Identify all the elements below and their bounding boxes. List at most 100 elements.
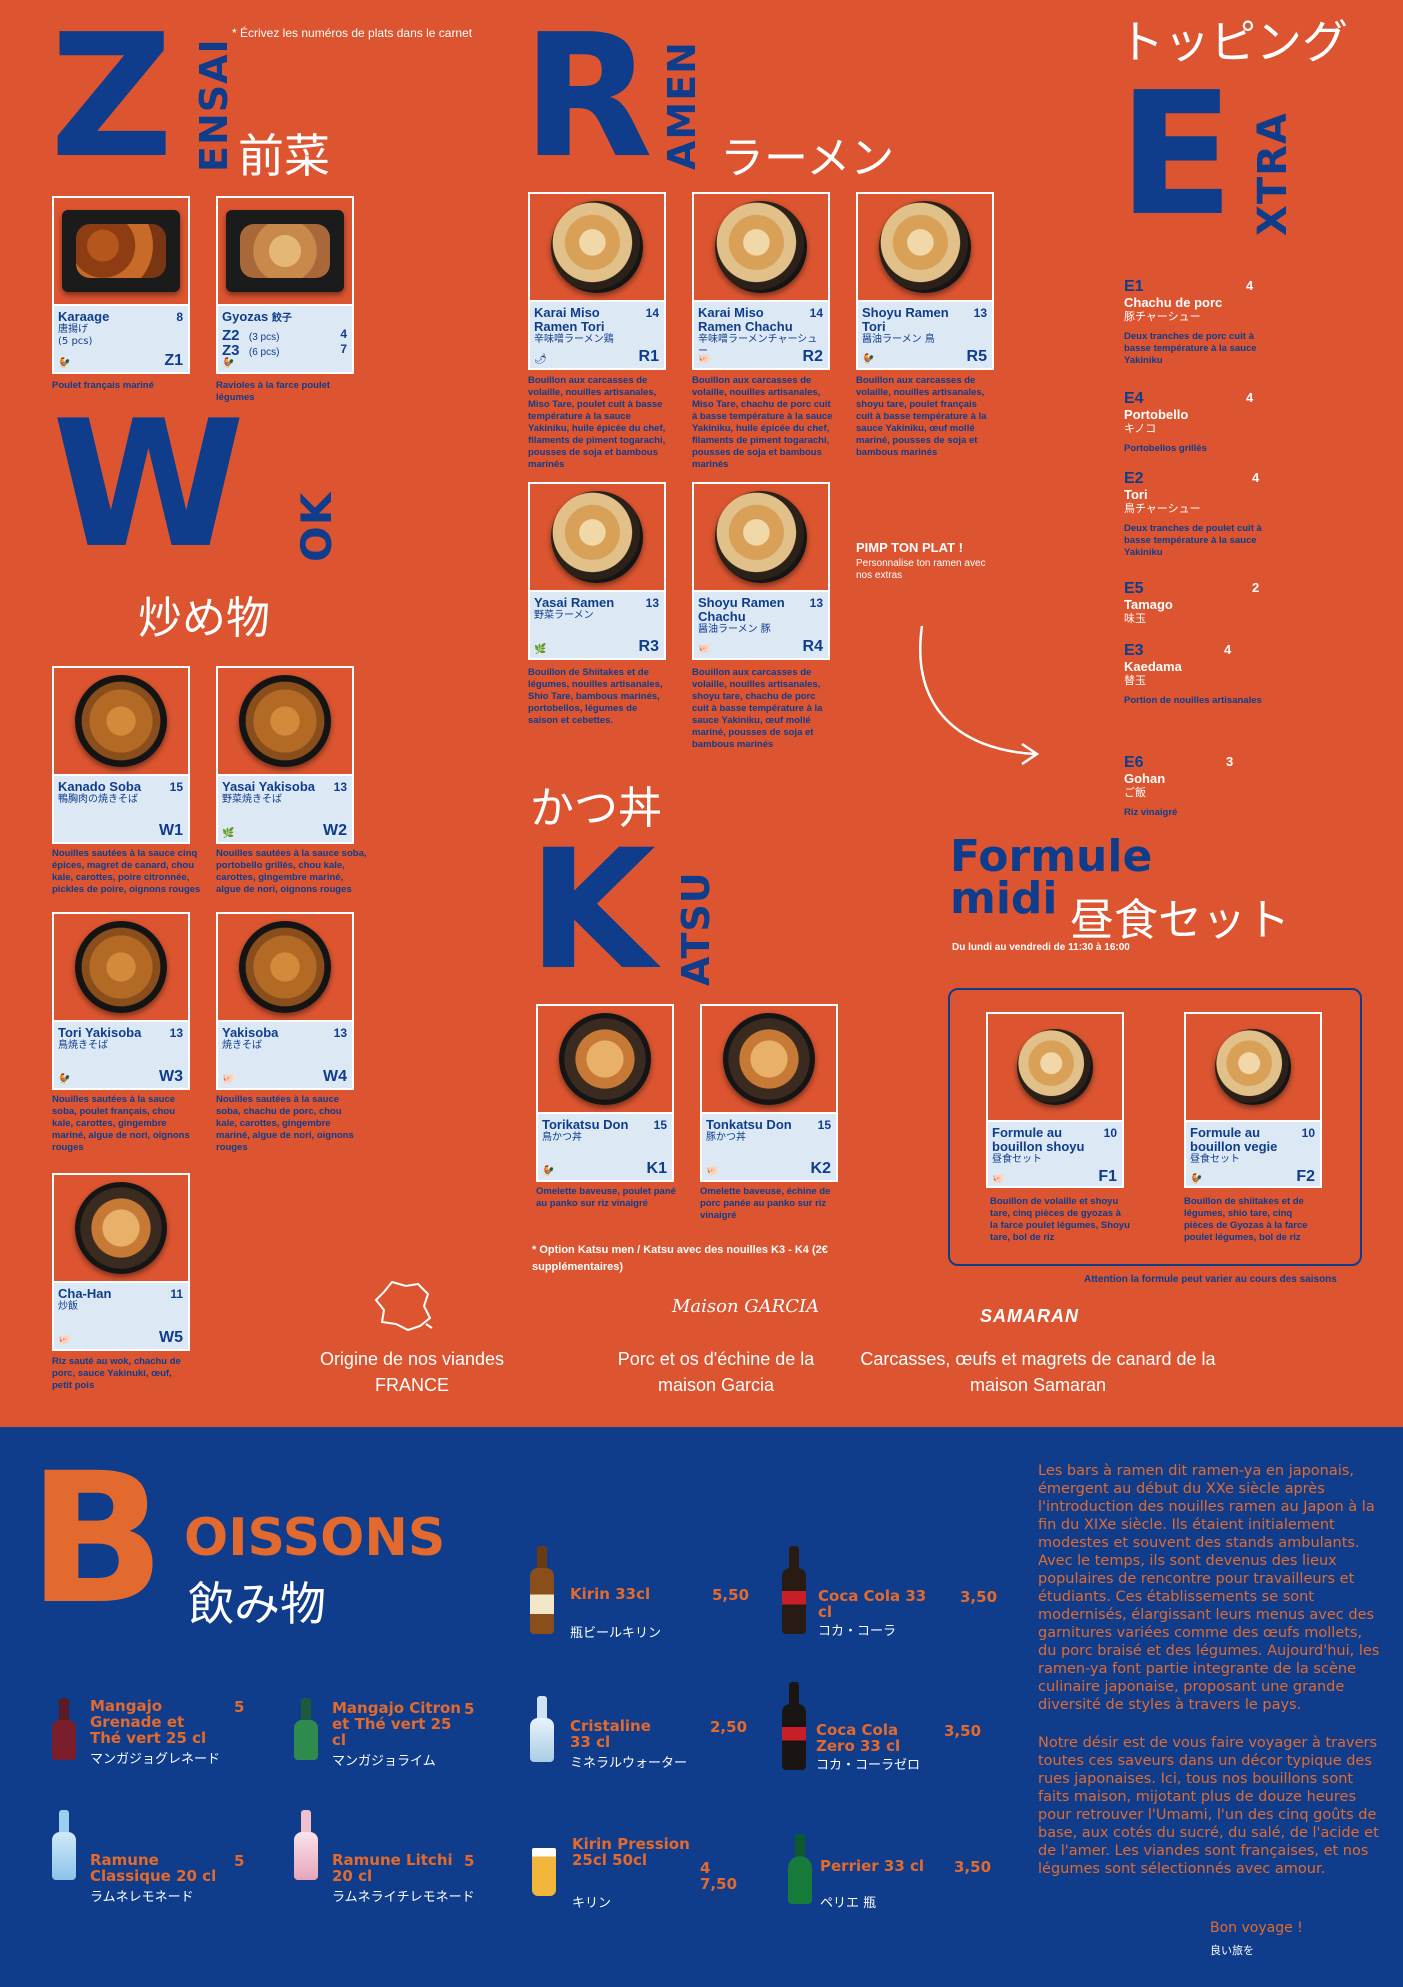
dish-desc-r5: Bouillon aux carcasses de volaille, noui… xyxy=(856,375,987,458)
bottle-icon xyxy=(528,1696,556,1786)
dish-card-w1[interactable]: Kanado Soba 15 鴨胸肉の焼きそば W1 xyxy=(52,666,190,844)
dish-card-w3[interactable]: Tori Yakisoba 13 鳥焼きそば 🐓 W3 xyxy=(52,912,190,1090)
dish-desc-r3: Bouillon de Shiitakes et de légumes, nou… xyxy=(528,667,663,726)
dish-card-r5[interactable]: Shoyu Ramen Tori 13 醤油ラーメン 鳥 🐓 R5 xyxy=(856,192,994,370)
dish-card-k2[interactable]: Tonkatsu Don 15 豚かつ丼 🐖 K2 xyxy=(700,1004,838,1182)
dish-price: 11 xyxy=(170,1287,183,1301)
karai-miso-chachu-photo xyxy=(715,201,807,293)
dish-code-z3: Z3 xyxy=(222,342,240,359)
drink-name: Mangajo Grenade et Thé vert 25 cl xyxy=(90,1697,207,1747)
chicken-icon: 🐓 xyxy=(58,358,71,369)
dish-name: Karai Miso Ramen Tori xyxy=(534,305,605,334)
cha-han-photo xyxy=(75,1182,167,1274)
origin-france-text: Origine de nos viandes FRANCE xyxy=(319,1349,505,1395)
drink-cristaline[interactable]: Cristaline 33 cl 2,50 ミネラルウォーター xyxy=(528,1696,748,1786)
extra-e4[interactable]: E4 4 Portobello キノコ Portobellos grillés xyxy=(1124,390,1270,455)
dish-card-r1[interactable]: Karai Miso Ramen Tori 14 辛味噌ラーメン鶏 🌶 R1 xyxy=(528,192,666,370)
spicy-icon: 🌶 xyxy=(534,354,547,365)
dish-card-k1[interactable]: Torikatsu Don 15 鳥かつ丼 🐓 K1 xyxy=(536,1004,674,1182)
drink-jp: マンガジョライム xyxy=(332,1754,436,1769)
drink-perrier[interactable]: Perrier 33 cl 3,50 ペリエ 瓶 xyxy=(786,1834,1006,1924)
dish-desc-r1: Bouillon aux carcasses de volaille, noui… xyxy=(528,375,666,470)
formule-vegie-photo xyxy=(1215,1029,1291,1105)
dish-price: 15 xyxy=(817,1118,831,1132)
dish-card-f2[interactable]: Formule au bouillon vegie 10 昼食セット 🐓 F2 xyxy=(1184,1012,1322,1188)
yasai-ramen-photo xyxy=(551,491,643,583)
dish-card-r2[interactable]: Karai Miso Ramen Chachu 14 辛味噌ラーメンチャーシュー… xyxy=(692,192,830,370)
extra-name: Gohan xyxy=(1124,771,1166,786)
extra-e3[interactable]: E3 4 Kaedama 替玉 Portion de nouilles arti… xyxy=(1124,642,1270,707)
formule-shoyu-photo xyxy=(1017,1029,1093,1105)
drink-name: Cristaline 33 cl xyxy=(570,1717,651,1751)
drink-mangajo-citron[interactable]: Mangajo Citron et Thé vert 25 cl 5 マンガジョ… xyxy=(292,1698,492,1788)
dish-card-f1[interactable]: Formule au bouillon shoyu 10 昼食セット 🐖 F1 xyxy=(986,1012,1124,1188)
extra-e2[interactable]: E2 4 Tori 鳥チャーシュー Deux tranches de poule… xyxy=(1124,470,1270,559)
dish-price: 13 xyxy=(333,1026,347,1040)
dish-code-z2: Z2 xyxy=(222,327,240,344)
drink-coca-cola-zero[interactable]: Coca Cola Zero 33 cl 3,50 コカ・コーラゼロ xyxy=(780,1682,1000,1773)
extra-e5[interactable]: E5 2 Tamago 味玉 xyxy=(1124,580,1270,625)
dish-card-z1[interactable]: Karaage 8 唐揚げ (5 pcs) 🐓 Z1 xyxy=(52,196,190,374)
katsu-letter: K xyxy=(528,814,656,1006)
dish-card-w4[interactable]: Yakisoba 13 焼きそば 🐖 W4 xyxy=(216,912,354,1090)
dish-code: Z1 xyxy=(164,352,183,369)
boissons-word: OISSONS xyxy=(184,1508,446,1568)
drink-price: 5 xyxy=(464,1852,475,1870)
drink-kirin-pression[interactable]: Kirin Pression 25cl 50cl 4 7,50 キリン xyxy=(528,1836,748,1926)
formule-season-note: Attention la formule peut varier au cour… xyxy=(1084,1274,1337,1285)
extra-price: 2 xyxy=(1252,580,1260,595)
extra-code: E5 xyxy=(1124,580,1144,597)
pork-icon: 🐖 xyxy=(698,644,711,655)
dish-card-w2[interactable]: Yasai Yakisoba 13 野菜焼きそば 🌿 W2 xyxy=(216,666,354,844)
dish-jp: 辛味噌ラーメンチャーシュー xyxy=(698,334,818,357)
drink-name: Perrier 33 cl xyxy=(820,1857,925,1875)
drink-mangajo-grenade[interactable]: Mangajo Grenade et Thé vert 25 cl 5 マンガジ… xyxy=(50,1698,250,1788)
boissons-jp: 飲み物 xyxy=(188,1577,326,1631)
yasai-yakisoba-photo xyxy=(239,675,331,767)
drink-price: 3,50 xyxy=(960,1588,998,1606)
dish-price: 13 xyxy=(809,596,823,610)
dish-card-r4[interactable]: Shoyu Ramen Chachu 13 醤油ラーメン 豚 🐖 R4 xyxy=(692,482,830,660)
drink-jp: ミネラルウォーター xyxy=(570,1756,688,1771)
drink-price: 5 xyxy=(234,1698,245,1716)
bottle-icon xyxy=(780,1546,808,1636)
chicken-icon: 🐓 xyxy=(222,358,235,369)
drink-kirin[interactable]: Kirin 33cl 5,50 瓶ビールキリン xyxy=(528,1546,749,1641)
pork-icon: 🐖 xyxy=(706,1166,719,1177)
drink-price: 5 xyxy=(234,1852,245,1870)
boissons-letter: B xyxy=(28,1435,166,1644)
drink-ramune-classique[interactable]: Ramune Classique 20 cl 5 ラムネレモネード xyxy=(50,1810,250,1905)
dish-price: 8 xyxy=(176,310,183,324)
extra-code: E1 xyxy=(1124,278,1144,295)
drink-name: Coca Cola 33 cl xyxy=(818,1587,927,1621)
dish-jp: 唐揚げ xyxy=(58,324,88,335)
dish-card-z2[interactable]: Gyozas 餃子 Z2 (3 pcs) 4 Z3 (6 pcs) 7 🐓 xyxy=(216,196,354,374)
origin-samaran-text: Carcasses, œufs et magrets de canard de … xyxy=(860,1349,1216,1395)
drink-name: Coca Cola Zero 33 cl xyxy=(816,1721,901,1755)
extra-price: 4 xyxy=(1246,278,1254,293)
arrow-icon xyxy=(919,625,1040,766)
dish-name: Karaage xyxy=(58,309,110,324)
dish-jp: 餃子 xyxy=(271,313,292,324)
wok-word: OK xyxy=(292,491,341,562)
dish-price: 4 xyxy=(340,327,347,341)
drink-ramune-litchi[interactable]: Ramune Litchi 20 cl 5 ラムネライチレモネード xyxy=(292,1810,492,1905)
dish-card-r3[interactable]: Yasai Ramen 13 野菜ラーメン 🌿 R3 xyxy=(528,482,666,660)
zensai-jp: 前菜 xyxy=(238,129,330,183)
bon-voyage-jp: 良い旅を xyxy=(1210,1944,1254,1957)
drink-coca-cola[interactable]: Coca Cola 33 cl 3,50 コカ・コーラ xyxy=(780,1546,1000,1639)
formule-box xyxy=(948,988,1362,1266)
dish-jp: 昼食セット xyxy=(1190,1154,1240,1165)
pork-icon: 🐖 xyxy=(58,1335,71,1346)
dish-desc-k1: Omelette baveuse, poulet pané au panko s… xyxy=(536,1186,676,1209)
dish-card-w5[interactable]: Cha-Han 11 炒飯 🐖 W5 xyxy=(52,1173,190,1351)
drink-jp: キリン xyxy=(572,1896,612,1911)
samaran-logo: SAMARAN xyxy=(980,1306,1079,1326)
drink-jp: マンガジョグレネード xyxy=(90,1752,221,1767)
drink-name: Mangajo Citron et Thé vert 25 cl xyxy=(332,1699,461,1749)
drink-jp: ラムネレモネード xyxy=(90,1890,194,1905)
extra-e1[interactable]: E1 4 Chachu de porc 豚チャーシュー Deux tranche… xyxy=(1124,278,1270,367)
extra-e6[interactable]: E6 3 Gohan ご飯 Riz vinaigré xyxy=(1124,754,1270,819)
vegetarian-icon: 🌿 xyxy=(222,828,235,839)
tori-yakisoba-photo xyxy=(75,921,167,1013)
